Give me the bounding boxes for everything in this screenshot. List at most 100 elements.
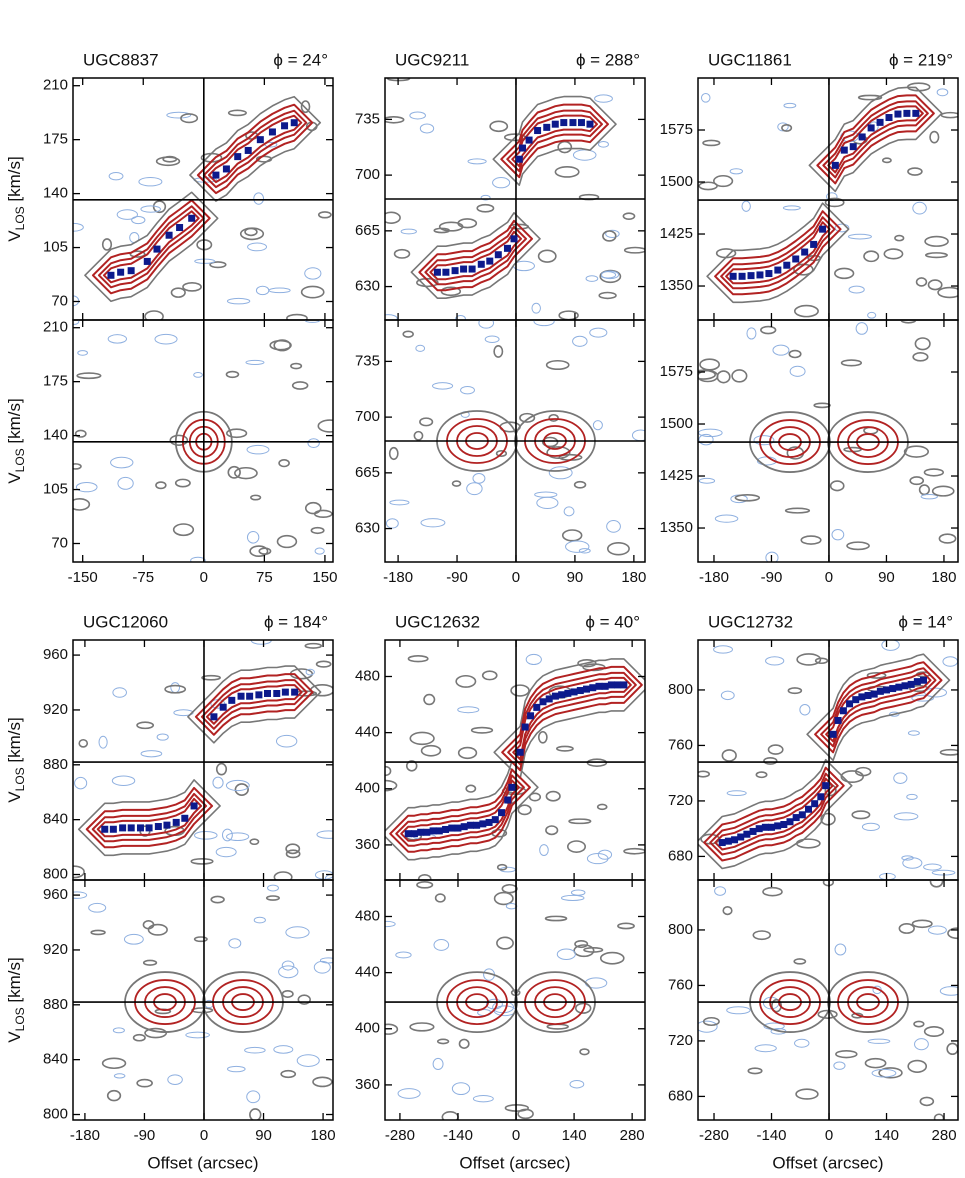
y-label-part: V — [5, 1031, 24, 1043]
x-tick-label: 0 — [825, 569, 833, 586]
rotation-point — [876, 118, 884, 126]
noise-contour — [317, 419, 333, 433]
noise-contour — [419, 123, 435, 134]
noise-contour — [893, 772, 908, 784]
noise-contour — [847, 233, 872, 240]
rotation-point — [607, 681, 615, 689]
noise-contour — [227, 109, 247, 117]
noise-contour — [946, 1042, 958, 1056]
y-tick-label: 760 — [668, 976, 693, 993]
y-label-part: V — [5, 230, 24, 242]
noise-contour — [249, 1108, 262, 1120]
noise-contour — [726, 790, 747, 797]
noise-contour — [285, 926, 310, 939]
noise-contour — [201, 674, 221, 681]
noise-contour — [857, 94, 883, 101]
noise-contour — [142, 959, 158, 966]
noise-contour — [209, 261, 227, 269]
noise-contour — [312, 1076, 333, 1088]
y-tick-label: 140 — [43, 185, 68, 202]
noise-contour — [164, 684, 187, 694]
noise-contour — [698, 433, 714, 446]
noise-contour — [78, 738, 89, 748]
noise-contour — [741, 200, 751, 212]
plot-area — [698, 880, 958, 1120]
contour — [814, 661, 943, 754]
noise-contour — [395, 951, 412, 959]
rotation-point — [731, 836, 739, 844]
noise-contour — [166, 111, 192, 119]
rotation-point — [410, 830, 418, 838]
noise-contour — [835, 1049, 858, 1059]
noise-contour — [867, 311, 877, 319]
rotation-point — [894, 110, 902, 118]
x-tick-label: 140 — [874, 1127, 899, 1144]
noise-contour — [831, 528, 845, 541]
rotation-point — [804, 805, 812, 813]
noise-contour — [716, 370, 731, 384]
rotation-point — [504, 796, 512, 804]
noise-contour — [167, 1074, 183, 1085]
noise-contour — [492, 177, 511, 189]
noise-contour — [409, 1022, 435, 1032]
contour — [189, 95, 322, 202]
noise-contour — [789, 365, 806, 377]
rotation-point — [876, 687, 884, 695]
noise-contour — [883, 248, 904, 260]
noise-contour — [572, 335, 588, 347]
noise-contour — [501, 883, 518, 894]
noise-contour — [914, 337, 931, 351]
x-tick-label: 0 — [512, 1127, 520, 1144]
rotation-point — [839, 707, 847, 715]
noise-contour — [726, 1006, 751, 1015]
y-tick-label: 920 — [43, 701, 68, 718]
noise-contour — [436, 1038, 450, 1045]
noise-contour — [493, 344, 504, 358]
y-label-part: [km/s] — [5, 957, 24, 1007]
noise-contour — [920, 493, 938, 500]
noise-contour — [172, 523, 195, 537]
noise-contour — [813, 402, 831, 409]
noise-contour — [152, 200, 167, 214]
noise-contour — [772, 344, 790, 356]
rotation-point — [858, 133, 866, 141]
contour — [706, 202, 850, 304]
noise-contour — [291, 381, 309, 390]
noise-contour — [253, 916, 266, 924]
noise-contour — [902, 857, 923, 869]
rotation-point — [829, 730, 837, 738]
contour — [205, 684, 303, 725]
rotation-point — [117, 268, 125, 276]
noise-contour — [113, 1073, 126, 1079]
noise-contour — [754, 1044, 777, 1053]
x-tick-label: 0 — [200, 569, 208, 586]
noise-contour — [787, 687, 803, 695]
rotation-point — [498, 809, 506, 817]
y-tick-label: 400 — [355, 780, 380, 797]
noise-contour — [623, 847, 645, 855]
noise-contour — [557, 140, 573, 154]
noise-contour — [273, 1045, 294, 1054]
x-tick-label: -90 — [134, 1127, 156, 1144]
noise-contour — [947, 927, 958, 940]
contour — [395, 774, 525, 847]
noise-contour — [794, 1038, 810, 1048]
noise-contour — [747, 1067, 763, 1075]
rotation-point — [903, 109, 911, 117]
noise-contour — [194, 831, 218, 840]
noise-contour — [234, 466, 258, 480]
noise-contour — [765, 656, 785, 666]
x-tick-label: 75 — [256, 569, 273, 586]
noise-contour — [537, 249, 557, 263]
rotation-point — [494, 251, 502, 259]
noise-contour — [472, 1095, 494, 1103]
noise-contour — [472, 473, 486, 484]
noise-contour — [136, 721, 155, 730]
noise-contour — [623, 246, 645, 254]
noise-contour — [489, 120, 509, 133]
rotation-point — [883, 686, 891, 694]
noise-contour — [573, 480, 587, 489]
noise-contour — [170, 287, 186, 298]
noise-contour — [460, 385, 475, 395]
